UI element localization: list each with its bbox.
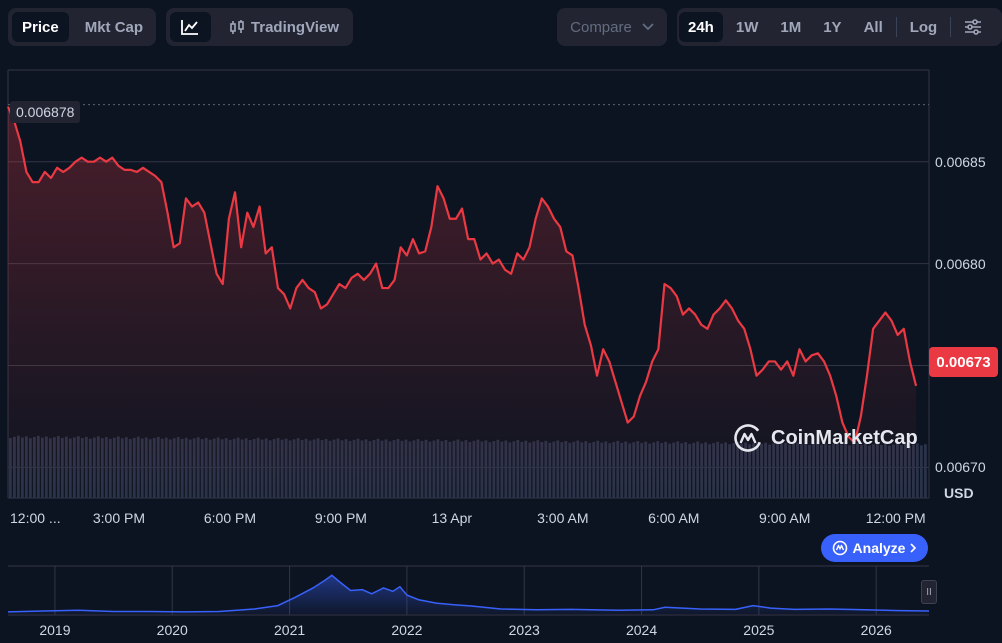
x-tick-label: 13 Apr [431, 510, 473, 526]
x-tick-label: 3:00 PM [92, 510, 146, 526]
overview-tick-label: 2021 [274, 622, 306, 638]
overview-tick-label: 2025 [743, 622, 775, 638]
overview-tick-label: 2026 [860, 622, 892, 638]
watermark-text: CoinMarketCap [771, 426, 918, 449]
coinmarketcap-watermark: CoinMarketCap [733, 423, 918, 453]
range-1y[interactable]: 1Y [823, 18, 842, 36]
chart-toolbar: Price Mkt Cap TradingView Compare 24h [8, 8, 1002, 48]
range-24h[interactable]: 24h [679, 12, 723, 42]
price-area-fill [8, 106, 917, 498]
analyze-button[interactable]: Analyze [821, 534, 928, 562]
chevron-down-icon [642, 23, 654, 31]
x-tick-label: 6:00 PM [203, 510, 256, 526]
overview-line [7, 574, 930, 613]
candlestick-icon [230, 20, 244, 34]
y-tick-label: 0.00680 [935, 255, 986, 272]
market-cap-tab[interactable]: Mkt Cap [84, 18, 144, 36]
price-marketcap-toggle: Price Mkt Cap [8, 8, 156, 46]
coinmarketcap-logo-icon [734, 424, 762, 452]
overview-tick-label: 2020 [156, 622, 188, 638]
last-price-badge: 0.00673 [929, 347, 998, 377]
x-tick-label: 9:00 PM [314, 510, 367, 526]
overview-tick-label: 2024 [625, 622, 658, 638]
line-chart-button[interactable] [170, 12, 211, 42]
range-drag-handle[interactable]: II [921, 580, 937, 604]
chart-style-toggle: TradingView [166, 8, 353, 46]
analyze-logo-icon [832, 540, 847, 556]
y-tick-label: 0.00685 [935, 153, 986, 170]
volume-bar [916, 443, 919, 498]
line-chart-icon [181, 20, 199, 35]
overview-tick-label: 2019 [39, 622, 71, 638]
compare-label: Compare [570, 18, 632, 36]
range-1m[interactable]: 1M [780, 18, 802, 36]
y-tick-label: 0.00670 [935, 459, 986, 476]
range-1w[interactable]: 1W [735, 18, 759, 36]
currency-label: USD [944, 485, 974, 501]
range-all[interactable]: All [863, 18, 883, 36]
price-line [6, 106, 918, 445]
chevron-right-icon [910, 543, 917, 553]
tradingview-button[interactable]: TradingView [219, 12, 349, 42]
x-tick-label: 3:00 AM [537, 510, 589, 526]
volume-bar [920, 445, 923, 498]
overview-area-fill [8, 575, 929, 614]
price-tab[interactable]: Price [12, 12, 69, 42]
x-tick-label: 12:00 ... [10, 510, 61, 526]
overview-tick-label: 2022 [391, 622, 423, 638]
toolbar-divider [895, 17, 897, 37]
x-tick-label: 6:00 AM [648, 510, 700, 526]
toolbar-divider [950, 17, 952, 37]
x-tick-label: 12:00 PM [865, 510, 926, 526]
compare-dropdown[interactable]: Compare [557, 8, 667, 46]
chart-settings-button[interactable] [955, 12, 991, 42]
sliders-icon [965, 19, 982, 35]
x-tick-label: 9:00 AM [759, 510, 811, 526]
log-scale-toggle[interactable]: Log [909, 18, 938, 36]
overview-tick-label: 2023 [508, 622, 540, 638]
volume-bar [924, 444, 927, 498]
time-range-selector: 24h 1W 1M 1Y All Log [677, 8, 1002, 46]
high-price-label: 0.006878 [10, 101, 81, 123]
analyze-label: Analyze [852, 540, 906, 556]
tradingview-label: TradingView [250, 18, 339, 36]
